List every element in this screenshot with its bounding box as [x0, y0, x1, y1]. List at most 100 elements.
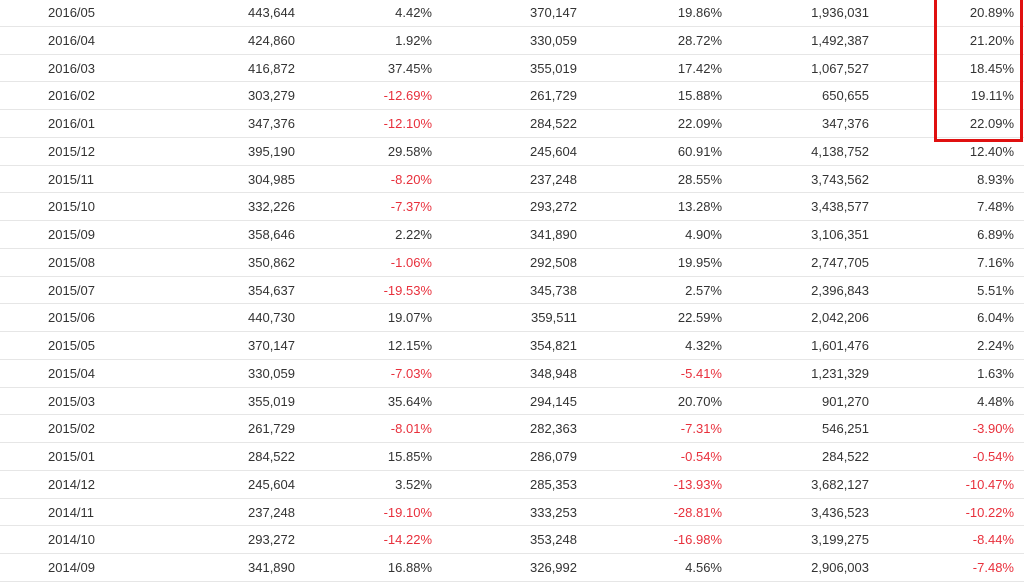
change-cell: 19.95%	[677, 254, 722, 270]
change-cell: 12.40%	[969, 143, 1014, 159]
change-cell: -7.48%	[972, 560, 1014, 575]
value-cell: 237,248	[248, 504, 295, 520]
value-cell: 2,396,843	[811, 282, 869, 298]
change-cell: 28.72%	[677, 32, 722, 48]
value-cell: 326,992	[530, 560, 577, 575]
table-row: 2015/05 370,147 12.15% 354,821 4.32% 1,601,47…	[0, 332, 1024, 360]
value-cell: 293,272	[530, 199, 577, 215]
month-cell: 2016/05	[48, 5, 95, 20]
value-cell: 546,251	[822, 421, 869, 437]
value-cell: 2,042,206	[811, 310, 869, 326]
change-cell: -16.98%	[673, 532, 722, 548]
value-cell: 347,376	[248, 116, 295, 131]
change-cell: 19.86%	[677, 5, 722, 20]
month-cell: 2015/01	[48, 449, 95, 464]
value-cell: 284,522	[822, 449, 869, 464]
month-cell: 2016/04	[48, 32, 95, 48]
table-row: 2016/03 416,872 37.45% 355,019 17.42% 1,067,5…	[0, 55, 1024, 83]
change-cell: -13.93%	[673, 476, 722, 492]
change-cell: 7.16%	[977, 254, 1014, 270]
value-cell: 347,376	[822, 116, 869, 131]
value-cell: 901,270	[822, 393, 869, 409]
change-cell: -28.81%	[673, 504, 722, 520]
change-cell: 6.89%	[977, 227, 1014, 242]
change-cell: 6.04%	[977, 310, 1014, 326]
value-cell: 443,644	[248, 5, 295, 20]
change-cell: 4.48%	[977, 393, 1014, 409]
change-cell: 18.45%	[969, 60, 1014, 76]
month-cell: 2015/03	[48, 393, 95, 409]
change-cell: -19.10%	[383, 504, 432, 520]
value-cell: 2,747,705	[811, 254, 869, 270]
value-cell: 3,436,523	[811, 504, 869, 520]
table-row: 2015/01 284,522 15.85% 286,079 -0.54% 284,522…	[0, 443, 1024, 471]
highlight-box	[934, 0, 1023, 142]
value-cell: 341,890	[530, 227, 577, 242]
month-cell: 2014/09	[48, 560, 95, 575]
value-cell: 1,492,387	[811, 32, 869, 48]
value-cell: 355,019	[248, 393, 295, 409]
change-cell: 3.52%	[395, 476, 432, 492]
change-cell: -12.69%	[383, 88, 432, 104]
value-cell: 440,730	[248, 310, 295, 326]
change-cell: 22.59%	[677, 310, 722, 326]
month-cell: 2015/11	[48, 171, 95, 187]
value-cell: 261,729	[248, 421, 295, 437]
value-cell: 245,604	[530, 143, 577, 159]
change-cell: 35.64%	[387, 393, 432, 409]
value-cell: 304,985	[248, 171, 295, 187]
change-cell: -14.22%	[383, 532, 432, 548]
change-cell: -7.03%	[390, 365, 432, 381]
table-row: 2015/09 358,646 2.22% 341,890 4.90% 3,106,351…	[0, 221, 1024, 249]
value-cell: 354,637	[248, 282, 295, 298]
value-cell: 3,743,562	[811, 171, 869, 187]
change-cell: 20.70%	[677, 393, 722, 409]
month-cell: 2015/07	[48, 282, 95, 298]
month-cell: 2015/08	[48, 254, 95, 270]
value-cell: 237,248	[530, 171, 577, 187]
change-cell: -7.31%	[680, 421, 722, 437]
month-cell: 2015/04	[48, 365, 95, 381]
month-cell: 2014/11	[48, 504, 95, 520]
change-cell: 60.91%	[677, 143, 722, 159]
change-cell: 4.42%	[395, 5, 432, 20]
change-cell: -8.20%	[390, 171, 432, 187]
change-cell: 29.58%	[387, 143, 432, 159]
month-cell: 2016/03	[48, 60, 95, 76]
change-cell: 37.45%	[387, 60, 432, 76]
change-cell: 4.56%	[685, 560, 722, 575]
change-cell: 17.42%	[677, 60, 722, 76]
value-cell: 370,147	[248, 338, 295, 353]
change-cell: -10.22%	[965, 504, 1014, 520]
value-cell: 2,906,003	[811, 560, 869, 575]
change-cell: 1.63%	[977, 365, 1014, 381]
change-cell: -5.41%	[680, 365, 722, 381]
table-row: 2014/11 237,248 -19.10% 333,253 -28.81% 3,436…	[0, 499, 1024, 527]
table-row: 2014/09 341,890 16.88% 326,992 4.56% 2,906,00…	[0, 554, 1024, 582]
value-cell: 292,508	[530, 254, 577, 270]
change-cell: -8.01%	[390, 421, 432, 437]
value-cell: 358,646	[248, 227, 295, 242]
change-cell: 8.93%	[977, 171, 1014, 187]
change-cell: 22.09%	[969, 116, 1014, 131]
value-cell: 395,190	[248, 143, 295, 159]
month-cell: 2015/02	[48, 421, 95, 437]
change-cell: -1.06%	[390, 254, 432, 270]
month-cell: 2015/09	[48, 227, 95, 242]
value-cell: 3,438,577	[811, 199, 869, 215]
value-cell: 286,079	[530, 449, 577, 464]
value-cell: 1,067,527	[811, 60, 869, 76]
value-cell: 353,248	[530, 532, 577, 548]
month-cell: 2014/10	[48, 532, 95, 548]
table-row: 2015/07 354,637 -19.53% 345,738 2.57% 2,396,8…	[0, 277, 1024, 305]
table-row: 2015/03 355,019 35.64% 294,145 20.70% 901,270…	[0, 388, 1024, 416]
change-cell: 15.85%	[387, 449, 432, 464]
change-cell: 21.20%	[969, 32, 1014, 48]
value-cell: 1,601,476	[811, 338, 869, 353]
value-cell: 285,353	[530, 476, 577, 492]
value-cell: 284,522	[248, 449, 295, 464]
change-cell: -0.54%	[680, 449, 722, 464]
value-cell: 350,862	[248, 254, 295, 270]
change-cell: 16.88%	[387, 560, 432, 575]
value-cell: 354,821	[530, 338, 577, 353]
